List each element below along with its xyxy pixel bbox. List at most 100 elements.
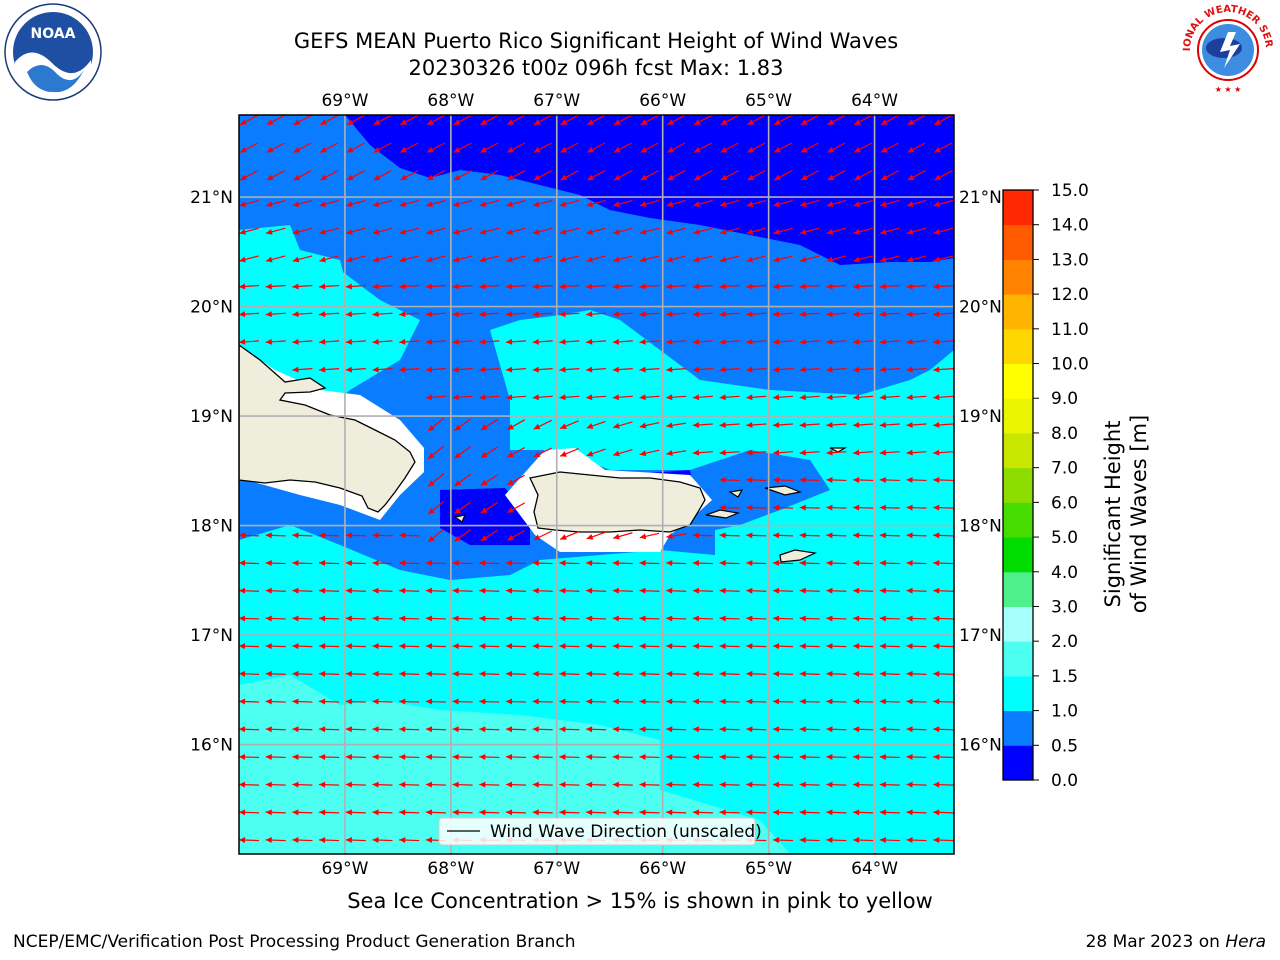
wind-arrow <box>292 366 313 373</box>
colorbar-tick-label: 11.0 <box>1051 320 1089 340</box>
wind-arrow <box>265 615 286 622</box>
wind-arrow <box>373 142 392 153</box>
credit-text: NCEP/EMC/Verification Post Processing Pr… <box>13 932 576 952</box>
wind-arrow <box>906 449 927 456</box>
wind-arrow <box>479 809 500 816</box>
wind-arrow <box>666 643 687 650</box>
wind-arrow <box>480 474 499 486</box>
wind-arrow <box>505 698 527 705</box>
wind-arrow <box>505 809 527 816</box>
wind-arrow <box>586 753 607 760</box>
wind-arrow <box>265 532 286 539</box>
colorbar-tick-label: 1.0 <box>1051 702 1078 722</box>
wind-arrow <box>639 670 660 677</box>
wind-arrow <box>720 142 739 153</box>
wind-arrow <box>933 283 954 290</box>
wind-arrow <box>506 530 526 541</box>
wind-arrow <box>586 809 607 816</box>
wind-arrow <box>452 615 473 622</box>
colorbar-segment <box>1003 537 1033 573</box>
wind-arrow <box>532 753 553 760</box>
wave-band-1p0-1p5-east <box>770 355 954 430</box>
wind-arrow <box>746 255 767 263</box>
wind-arrow <box>346 115 365 126</box>
wind-arrow <box>666 227 687 235</box>
wind-arrow <box>773 142 793 153</box>
wind-arrow <box>533 142 552 153</box>
wind-arrow <box>319 560 340 567</box>
wind-arrow <box>933 476 954 483</box>
wind-arrow <box>586 142 606 153</box>
wind-arrow <box>666 781 687 788</box>
wind-arrow <box>666 283 687 290</box>
wind-arrow <box>933 587 954 594</box>
wind-arrow <box>799 587 820 594</box>
wind-arrow <box>586 448 606 457</box>
wind-arrow <box>719 421 740 428</box>
wind-arrow <box>773 199 793 208</box>
wind-arrow <box>719 698 740 705</box>
wind-arrow <box>319 366 340 373</box>
wind-arrow <box>319 781 340 788</box>
wind-arrow <box>452 311 473 318</box>
wind-arrow <box>292 199 313 208</box>
wind-arrow <box>906 504 927 511</box>
lon-label-top: 64°W <box>851 91 898 111</box>
wind-arrow <box>586 420 606 429</box>
wind-arrow <box>506 115 526 126</box>
wind-arrow <box>399 532 420 539</box>
wind-arrow <box>426 255 446 263</box>
wind-arrow <box>879 670 900 677</box>
wave-band-0p0-0p5-pr <box>440 488 530 545</box>
wind-arrow <box>532 726 553 733</box>
wind-arrow <box>773 115 793 126</box>
wind-arrow <box>533 447 552 458</box>
wind-arrow <box>372 311 393 318</box>
wind-arrow <box>454 473 472 487</box>
sea-ice-note: Sea Ice Concentration > 15% is shown in … <box>347 889 933 913</box>
wave-band-1p5-2p0 <box>239 675 790 854</box>
wind-arrow <box>505 615 527 622</box>
wind-arrow <box>505 338 527 345</box>
wind-arrow <box>772 726 794 733</box>
lon-label-bottom: 67°W <box>533 859 580 879</box>
wind-arrow <box>612 587 633 594</box>
wind-arrow <box>479 338 500 345</box>
wind-arrow <box>853 837 874 844</box>
wind-arrow <box>772 643 794 650</box>
wind-arrow <box>692 670 713 677</box>
wind-arrow <box>586 670 607 677</box>
wind-arrow <box>372 338 393 345</box>
wind-arrow <box>265 753 286 760</box>
wind-arrow <box>639 809 660 816</box>
wind-arrow <box>399 560 420 567</box>
wind-arrow <box>239 753 260 760</box>
wind-arrow <box>239 170 259 181</box>
wind-arrow <box>853 255 873 263</box>
wind-arrow <box>906 781 927 788</box>
wind-arrow <box>453 115 472 126</box>
wind-arrow <box>612 615 633 622</box>
wind-arrow <box>933 199 954 208</box>
wind-arrow <box>906 255 927 263</box>
wind-arrow <box>372 227 393 235</box>
wind-arrow <box>425 643 446 650</box>
chart-title: GEFS MEAN Puerto Rico Significant Height… <box>293 29 899 53</box>
wind-arrow <box>906 698 927 705</box>
wind-arrow <box>934 142 953 153</box>
wind-arrow <box>292 643 313 650</box>
wind-arrow <box>827 142 846 153</box>
wind-arrow <box>666 311 687 318</box>
wind-arrow <box>372 698 393 705</box>
wind-arrow <box>425 394 446 401</box>
wind-arrow <box>799 255 820 263</box>
wind-arrow <box>505 643 527 650</box>
wind-arrow <box>746 587 767 594</box>
wind-arrow <box>799 338 820 345</box>
wind-arrow <box>239 338 260 345</box>
wind-arrow <box>907 115 926 126</box>
wind-arrow <box>292 837 313 844</box>
wind-arrow <box>506 474 526 486</box>
wind-arrow <box>532 643 553 650</box>
wind-arrow <box>772 366 794 373</box>
